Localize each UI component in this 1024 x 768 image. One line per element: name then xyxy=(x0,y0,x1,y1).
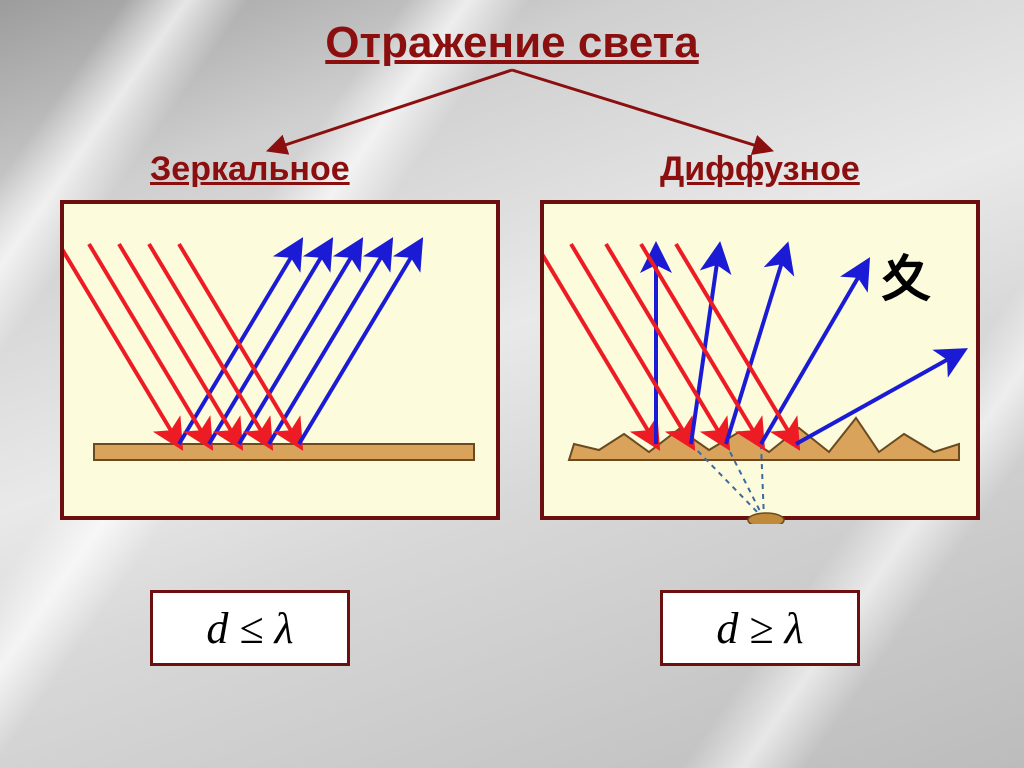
formula-specular: d ≤ λ xyxy=(150,590,350,666)
panel-specular xyxy=(60,200,500,520)
formula-text-right: d ≥ λ xyxy=(716,603,803,654)
annotation-mark: 夊 xyxy=(881,239,931,311)
subtitle-left: Зеркальное xyxy=(150,150,350,189)
formula-diffuse: d ≥ λ xyxy=(660,590,860,666)
panel-diffuse: 夊 xyxy=(540,200,980,520)
diagram-specular xyxy=(64,204,504,524)
subtitle-right: Диффузное xyxy=(660,150,860,189)
formula-text-left: d ≤ λ xyxy=(206,603,293,654)
